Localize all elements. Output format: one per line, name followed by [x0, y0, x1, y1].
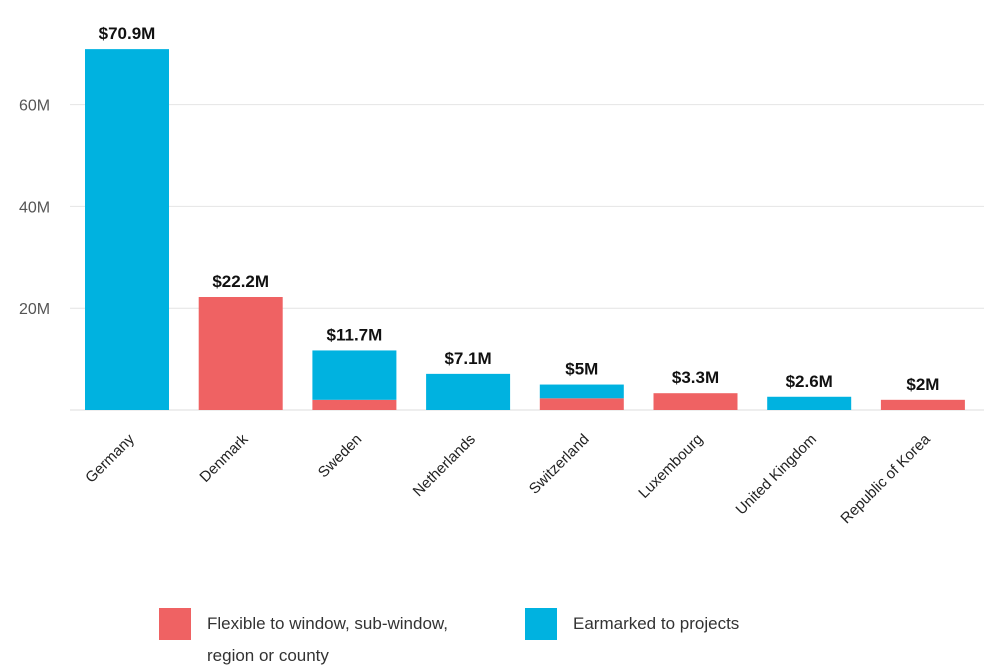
bar-switzerland-earmarked: [539, 384, 624, 399]
data-label-sweden: $11.7M: [327, 325, 383, 344]
y-tick-label-40m: 40M: [19, 199, 50, 216]
x-tick-label-united-kingdom: United Kingdom: [733, 431, 820, 518]
x-tick-label-netherlands: Netherlands: [410, 431, 479, 500]
x-tick-label-luxembourg: Luxembourg: [635, 431, 706, 502]
legend-swatch-flexible: [159, 608, 191, 640]
legend-item-flexible: Flexible to window, sub-window, region o…: [159, 608, 459, 672]
data-label-switzerland: $5M: [565, 360, 598, 379]
y-tick-label-20m: 20M: [19, 301, 50, 318]
bar-sweden-earmarked: [312, 350, 397, 400]
legend-item-earmarked: Earmarked to projects: [525, 608, 825, 640]
data-label-republic-of-korea: $2M: [906, 375, 939, 394]
x-tick-label-switzerland: Switzerland: [526, 431, 593, 498]
bar-united-kingdom-earmarked: [767, 396, 852, 410]
data-label-germany: $70.9M: [99, 24, 156, 43]
chart-legend: Flexible to window, sub-window, region o…: [0, 608, 984, 672]
bar-sweden-flexible: [312, 399, 397, 410]
bar-denmark-flexible: [198, 297, 283, 410]
x-tick-label-republic-of-korea: Republic of Korea: [837, 430, 934, 527]
x-tick-label-denmark: Denmark: [196, 430, 251, 485]
bar-netherlands-earmarked: [426, 373, 511, 410]
bar-chart: 20M 40M 60M $70.9M Germany $22.2M Denmark $11.7…: [19, 24, 984, 527]
x-tick-label-germany: Germany: [82, 430, 138, 486]
x-tick-label-sweden: Sweden: [315, 431, 365, 481]
legend-label-earmarked: Earmarked to projects: [573, 614, 740, 633]
bar-luxembourg-flexible: [653, 393, 738, 410]
y-tick-label-60m: 60M: [19, 98, 50, 115]
bar-switzerland-flexible: [539, 398, 624, 410]
data-label-netherlands: $7.1M: [444, 349, 491, 368]
legend-label-flexible: Flexible to window, sub-window, region o…: [207, 614, 448, 665]
bar-republic-of-korea-flexible: [880, 399, 965, 410]
legend-swatch-earmarked: [525, 608, 557, 640]
data-label-luxembourg: $3.3M: [672, 368, 719, 387]
bar-germany-earmarked: [85, 49, 169, 411]
data-label-denmark: $22.2M: [212, 272, 269, 291]
data-label-united-kingdom: $2.6M: [786, 372, 833, 391]
